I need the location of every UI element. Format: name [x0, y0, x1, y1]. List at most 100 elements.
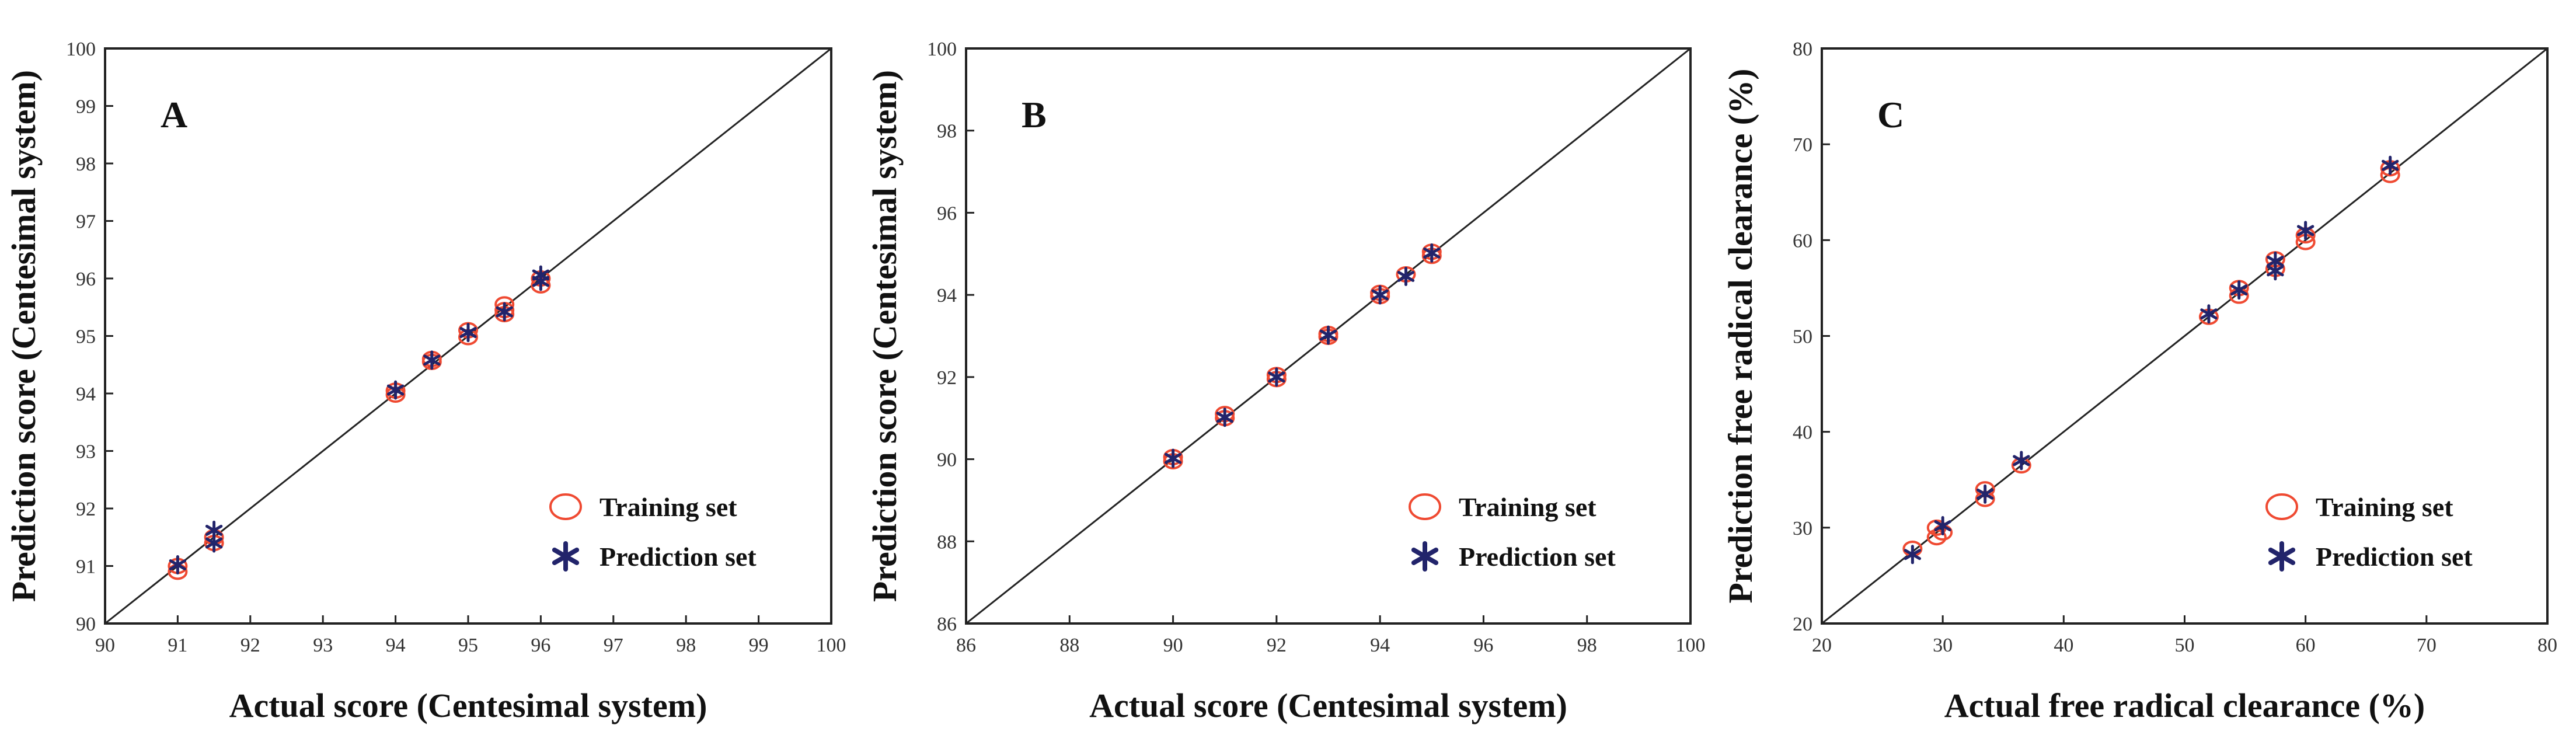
prediction-point	[1934, 516, 1951, 536]
prediction-point	[1976, 484, 1994, 504]
x-tick-label: 20	[1812, 635, 1832, 656]
legend-prediction-label: Prediction set	[2316, 542, 2473, 572]
y-tick-label: 88	[937, 531, 957, 553]
y-tick-label: 96	[937, 203, 957, 224]
prediction-point	[1423, 243, 1441, 263]
y-axis-title: Prediction score (Centesimal system)	[5, 70, 43, 602]
y-tick-label: 50	[1793, 326, 1812, 348]
x-tick-label: 93	[313, 635, 333, 656]
prediction-point	[1371, 285, 1389, 305]
legend-prediction-label: Prediction set	[599, 542, 757, 572]
x-tick-label: 90	[95, 635, 115, 656]
y-tick-label: 98	[76, 154, 96, 175]
prediction-point	[459, 323, 477, 343]
x-tick-label: 94	[1370, 635, 1390, 656]
y-tick-label: 94	[937, 285, 957, 306]
prediction-point	[2296, 221, 2314, 241]
legend-training-label: Training set	[599, 492, 737, 522]
prediction-point	[2230, 280, 2248, 300]
prediction-point	[532, 271, 550, 291]
x-tick-label: 100	[1676, 635, 1706, 656]
legend-training-marker	[1409, 493, 1441, 520]
prediction-point	[1904, 545, 1922, 565]
legend-training-label: Training set	[1459, 492, 1597, 522]
y-tick-label: 70	[1793, 134, 1812, 156]
x-tick-label: 86	[956, 635, 976, 656]
y-tick-label: 40	[1793, 422, 1812, 444]
y-axis-title: Prediction score (Centesimal system)	[866, 70, 904, 602]
prediction-point	[496, 302, 513, 322]
y-tick-label: 94	[76, 384, 96, 405]
legend-training-marker	[2265, 493, 2298, 520]
y-tick-label: 80	[1793, 39, 1812, 60]
prediction-point	[2200, 304, 2218, 324]
x-axis-title: Actual score (Centesimal system)	[1089, 687, 1567, 724]
panel-label: A	[161, 94, 187, 135]
prediction-point	[386, 380, 405, 400]
prediction-point	[1216, 407, 1233, 427]
legend: Training set Prediction set	[2265, 492, 2473, 572]
y-tick-label: 92	[937, 367, 957, 389]
y-tick-label: 98	[937, 121, 957, 142]
x-tick-label: 91	[168, 635, 187, 656]
prediction-point	[1268, 367, 1285, 387]
y-tick-label: 30	[1793, 518, 1812, 539]
x-tick-label: 96	[531, 635, 550, 656]
legend-training-label: Training set	[2316, 492, 2453, 522]
y-tick-label: 95	[76, 326, 96, 348]
y-tick-label: 90	[937, 450, 957, 471]
x-tick-label: 90	[1163, 635, 1183, 656]
legend-prediction-label: Prediction set	[1459, 542, 1616, 572]
legend-prediction-marker	[2268, 541, 2296, 572]
x-tick-label: 96	[1473, 635, 1493, 656]
chart-panel-a: 90 91 92 93 94 95 96 97 98 99 100 90 91 92 93 94 95 96 97 9…	[5, 39, 846, 724]
chart-panel-b: 86 88 90 92 94 96 98 100 86 88 90 92 94 96 98 100 Actual…	[866, 39, 1706, 724]
x-tick-label: 98	[676, 635, 696, 656]
x-tick-label: 88	[1059, 635, 1079, 656]
x-tick-label: 30	[1933, 635, 1953, 656]
x-tick-label: 97	[604, 635, 623, 656]
prediction-point	[1319, 325, 1337, 345]
y-tick-label: 20	[1793, 614, 1812, 635]
y-tick-label: 91	[76, 556, 96, 578]
prediction-point	[1397, 266, 1415, 286]
x-tick-label: 40	[2054, 635, 2073, 656]
x-tick-label: 94	[386, 635, 406, 656]
x-tick-label: 92	[1267, 635, 1287, 656]
prediction-point	[2267, 251, 2284, 271]
x-tick-label: 99	[749, 635, 769, 656]
y-tick-label: 93	[76, 441, 96, 463]
x-tick-label: 80	[2537, 635, 2557, 656]
x-tick-label: 70	[2417, 635, 2436, 656]
prediction-point	[2382, 155, 2399, 175]
legend: Training set Prediction set	[1409, 492, 1616, 572]
y-tick-label: 100	[66, 39, 96, 60]
y-tick-label: 100	[927, 39, 957, 60]
plot-frame	[965, 47, 1692, 625]
prediction-point	[1164, 448, 1182, 468]
x-axis-title: Actual free radical clearance (%)	[1944, 687, 2425, 724]
legend: Training set Prediction set	[549, 492, 757, 572]
y-tick-label: 96	[76, 269, 96, 290]
legend-prediction-marker	[552, 541, 580, 572]
y-tick-label: 99	[76, 96, 96, 118]
y-tick-label: 86	[937, 614, 957, 635]
y-tick-label: 97	[76, 211, 96, 233]
x-tick-label: 50	[2175, 635, 2195, 656]
y-tick-label: 92	[76, 499, 96, 520]
x-tick-label: 98	[1577, 635, 1597, 656]
panel-label: C	[1877, 94, 1904, 135]
x-tick-label: 60	[2296, 635, 2316, 656]
x-tick-label: 92	[240, 635, 260, 656]
legend-training-marker	[549, 493, 582, 520]
legend-prediction-marker	[1411, 541, 1439, 572]
identity-line	[1821, 47, 2548, 625]
prediction-point	[169, 555, 187, 575]
x-axis-title: Actual score (Centesimal system)	[229, 687, 707, 724]
y-tick-label: 60	[1793, 230, 1812, 252]
x-tick-label: 95	[458, 635, 478, 656]
chart-panel-c: 20 30 40 50 60 70 80 20 30 40 50 60 70 80 Actual free …	[1721, 39, 2557, 724]
y-tick-label: 90	[76, 614, 96, 635]
prediction-point	[423, 350, 441, 370]
